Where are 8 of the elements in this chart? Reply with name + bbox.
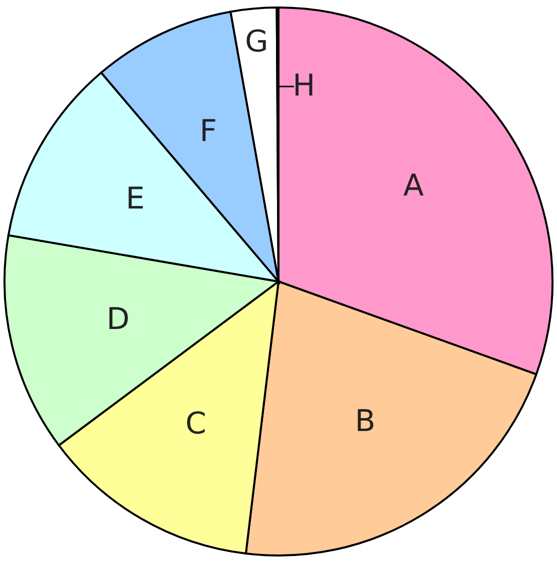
slice-label: A bbox=[403, 168, 424, 204]
slice-label: E bbox=[126, 182, 145, 217]
slice-label: D bbox=[106, 302, 130, 338]
slice-label: B bbox=[354, 404, 376, 439]
slice-label: F bbox=[200, 114, 217, 150]
slice-label: H bbox=[292, 68, 316, 104]
slice-label: C bbox=[185, 406, 206, 442]
slice-label: G bbox=[245, 24, 268, 60]
